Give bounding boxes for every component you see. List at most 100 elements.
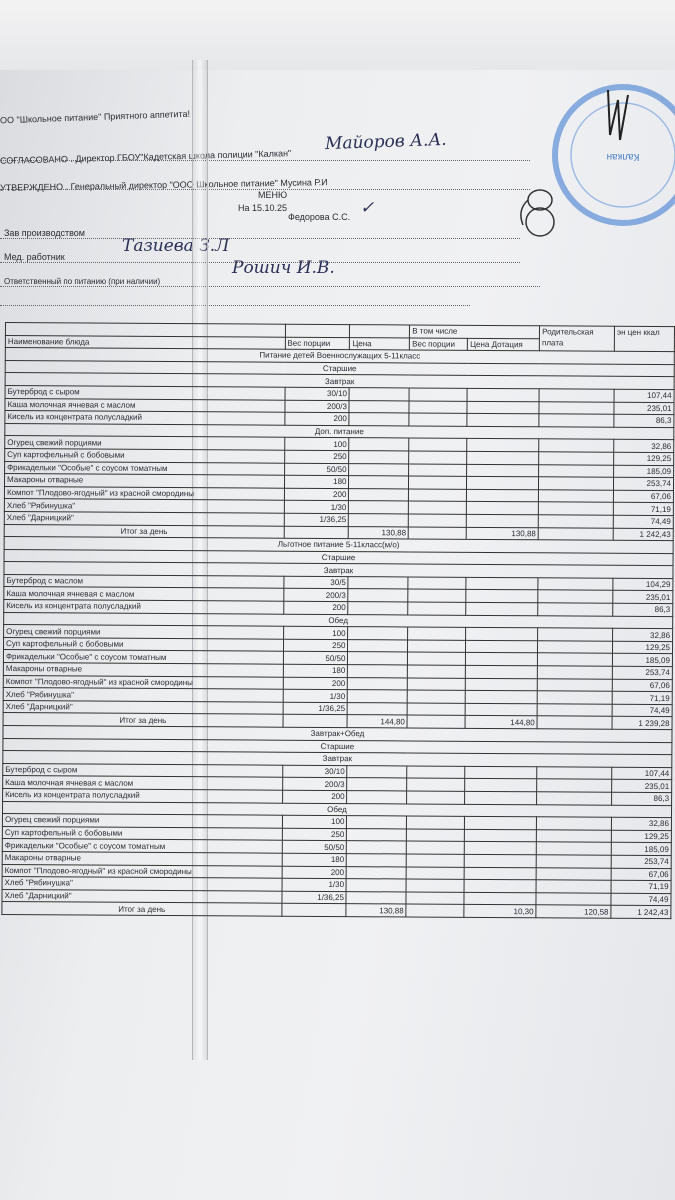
dish-weight: 30/10 <box>284 387 350 401</box>
dish-weight: 100 <box>281 815 347 829</box>
empty-cell <box>464 791 537 805</box>
dish-weight: 200 <box>282 676 348 690</box>
dish-kcal: 32,86 <box>612 628 673 642</box>
empty-cell <box>536 892 612 906</box>
divider <box>0 238 520 239</box>
empty-cell <box>467 388 540 402</box>
empty-cell <box>406 841 465 855</box>
col-weight-2: Вес порции <box>409 337 468 351</box>
empty-cell <box>347 652 408 665</box>
responsible-signature: Рошич И.В. <box>232 258 335 278</box>
empty-cell <box>537 678 613 692</box>
divider <box>0 286 540 287</box>
empty-cell <box>406 866 465 880</box>
divider <box>0 262 520 263</box>
total-kcal: 1 239,28 <box>612 716 673 730</box>
dish-weight: 50/50 <box>282 651 348 665</box>
dish-weight: 1/30 <box>281 878 347 892</box>
empty-cell <box>347 689 408 703</box>
total-dotation: 130,88 <box>466 526 539 540</box>
col-included: В том числе <box>409 324 540 339</box>
dish-weight: 250 <box>284 450 350 464</box>
school-stamp: Калкан <box>552 84 675 226</box>
dish-weight: 30/10 <box>282 764 348 778</box>
dish-weight: 30/5 <box>283 576 349 590</box>
empty-cell <box>406 790 465 804</box>
photo-top-edge <box>0 0 675 70</box>
empty-cell <box>464 766 537 780</box>
stamp-text: Калкан <box>607 151 640 162</box>
total-kcal: 1 242,43 <box>610 905 671 919</box>
empty-cell <box>536 829 612 843</box>
dish-weight: 200 <box>284 412 350 426</box>
empty-cell <box>346 878 407 892</box>
dish-kcal: 71,19 <box>611 880 672 894</box>
total-label: Итог за день <box>1 901 282 917</box>
empty-cell <box>539 413 615 427</box>
empty-cell <box>409 438 468 452</box>
agreed-line: СОГЛАСОВАНО . Директор ГБОУ"Кадетская шк… <box>0 148 292 166</box>
empty-cell <box>465 627 538 641</box>
empty-cell <box>407 765 466 779</box>
empty-cell <box>408 501 467 515</box>
dish-kcal: 235,01 <box>611 779 672 793</box>
total-dotation: 10,30 <box>464 904 537 918</box>
dish-kcal: 32,86 <box>613 439 674 453</box>
empty-cell <box>538 476 614 490</box>
empty-cell <box>409 387 468 401</box>
col-kcal: эн цен ккал <box>614 326 675 352</box>
empty-cell <box>346 840 407 854</box>
empty-cell <box>348 488 409 502</box>
empty-cell <box>466 476 539 490</box>
dish-kcal: 67,06 <box>612 678 673 692</box>
empty-cell <box>347 790 407 804</box>
dish-kcal: 253,74 <box>612 666 673 680</box>
empty-cell <box>536 867 612 881</box>
empty-cell <box>466 514 539 528</box>
empty-cell <box>346 828 407 842</box>
empty-cell <box>536 766 612 780</box>
dish-weight: 200/3 <box>283 588 349 602</box>
empty-cell <box>347 639 408 653</box>
dish-kcal: 74,49 <box>611 892 672 906</box>
dish-kcal: 129,25 <box>612 641 673 655</box>
weight-cell <box>282 714 348 728</box>
empty-cell <box>537 703 613 717</box>
dish-kcal: 107,44 <box>614 389 675 403</box>
dish-kcal: 185,09 <box>613 464 674 478</box>
weight2-cell <box>407 715 466 729</box>
col-price: Цена <box>349 337 410 351</box>
empty-cell <box>409 413 468 427</box>
empty-cell <box>406 778 465 792</box>
dish-weight: 180 <box>282 664 348 678</box>
empty-cell <box>464 778 537 792</box>
empty-cell <box>466 501 539 515</box>
empty-cell <box>466 589 539 603</box>
dish-weight: 100 <box>283 626 349 640</box>
total-parent-fee <box>538 527 614 541</box>
col-weight: Вес порции <box>284 336 350 350</box>
empty-cell <box>348 513 409 527</box>
dish-weight: 200 <box>282 790 348 804</box>
total-row: Итог за день 130,88 10,30 120,58 1 242,43 <box>1 901 671 919</box>
total-dotation: 144,80 <box>465 715 538 729</box>
col-spacer <box>284 324 350 338</box>
weight-cell <box>283 525 349 539</box>
empty-cell <box>408 463 467 477</box>
empty-cell <box>465 703 538 717</box>
dish-weight: 200/3 <box>284 399 350 413</box>
empty-cell <box>464 866 537 880</box>
empty-cell <box>348 475 409 489</box>
menu-date: На 15.10.25 <box>238 203 288 213</box>
empty-cell <box>407 664 466 678</box>
fedorova-signature: ✓ <box>360 198 375 218</box>
empty-cell <box>465 602 538 616</box>
empty-cell <box>407 639 466 653</box>
dish-kcal: 104,29 <box>612 578 673 592</box>
empty-cell <box>407 690 466 704</box>
dish-weight: 50/50 <box>284 462 350 476</box>
empty-cell <box>406 828 465 842</box>
dish-weight: 250 <box>283 639 349 653</box>
empty-cell <box>538 451 614 465</box>
empty-cell <box>464 854 537 868</box>
